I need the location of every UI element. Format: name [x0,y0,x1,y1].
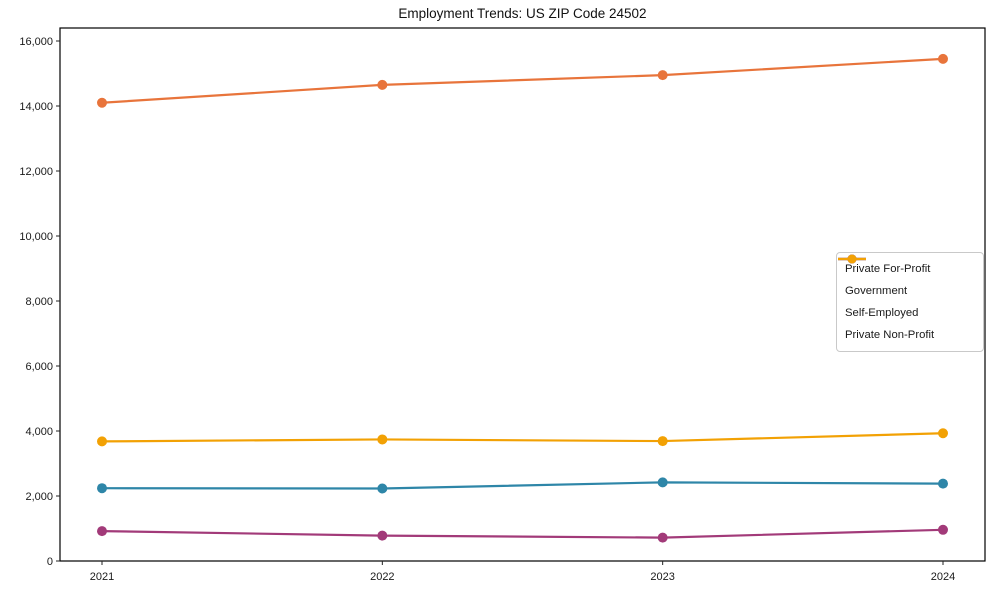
plot-border [59,27,986,562]
data-point [377,483,388,494]
data-point [97,97,107,108]
legend-label: Self-Employed [845,307,919,319]
data-point [377,434,388,445]
y-tick-label: 4,000 [25,426,53,438]
legend-label: Government [845,285,908,297]
x-tick-label: 2023 [650,571,674,583]
legend-item: Self-Employed [838,254,975,324]
data-point [97,526,107,537]
y-tick-label: 14,000 [19,101,53,113]
series-line-private-non-profit [100,432,945,443]
legend-line-marker-icon [838,254,866,264]
legend: Private For-Profit Government Self-Employe… [836,252,984,352]
data-point [938,428,948,439]
legend-label: Private For-Profit [845,263,931,275]
data-point [377,79,388,90]
x-tick-label: 2024 [931,571,955,583]
x-tick-label: 2022 [370,571,394,583]
data-point [657,70,668,81]
y-tick-label: 12,000 [19,166,53,178]
y-tick-label: 8,000 [25,296,53,308]
legend-item: Private Non-Profit [838,254,975,346]
data-point [938,524,948,535]
data-point [938,478,948,489]
data-point [377,530,388,541]
y-tick-label: 2,000 [25,491,53,503]
y-tick-label: 10,000 [19,231,53,243]
data-point [657,532,668,543]
chart-title: Employment Trends: US ZIP Code 24502 [398,6,647,21]
series-line-private-for-profit [100,57,945,104]
data-point [97,436,107,447]
data-point [657,477,668,488]
data-point [657,436,668,447]
series-line-government [100,481,945,490]
y-tick-label: 6,000 [25,361,53,373]
legend-label: Private Non-Profit [845,329,935,341]
y-tick-label: 0 [47,556,53,568]
series-line-self-employed [100,528,945,539]
x-tick-label: 2021 [90,571,114,583]
legend-item: Government [838,254,975,302]
data-point [97,483,107,494]
y-tick-label: 16,000 [19,36,53,48]
data-point [938,53,948,64]
